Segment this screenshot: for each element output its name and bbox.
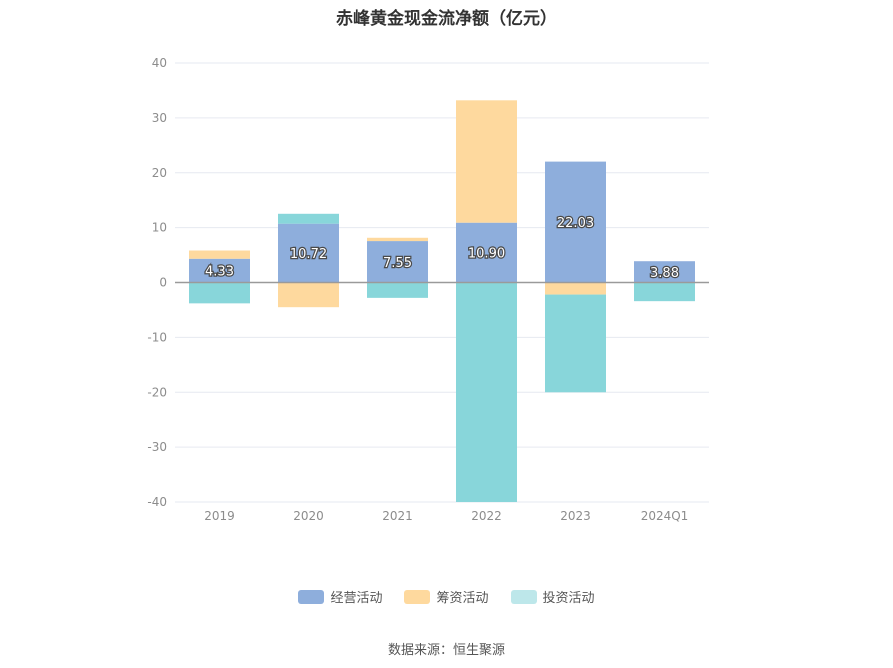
bar-investing bbox=[367, 282, 428, 298]
y-tick-label: 0 bbox=[159, 276, 167, 290]
bar-investing bbox=[545, 294, 606, 393]
bar-investing bbox=[634, 282, 695, 302]
legend: 经营活动 筹资活动 投资活动 bbox=[0, 587, 893, 606]
bar-operating bbox=[456, 222, 517, 283]
data-label: 3.88 bbox=[650, 266, 679, 281]
data-label: 10.72 bbox=[290, 247, 327, 262]
data-label: 7.55 bbox=[383, 256, 412, 271]
bar-operating bbox=[545, 161, 606, 283]
bar-investing bbox=[456, 282, 517, 502]
legend-label-financing: 筹资活动 bbox=[436, 591, 489, 606]
x-tick-label: 2024Q1 bbox=[641, 509, 689, 523]
x-tick-label: 2022 bbox=[471, 509, 502, 523]
y-tick-label: -10 bbox=[147, 330, 167, 344]
legend-swatch-investing bbox=[510, 589, 537, 604]
bar-investing bbox=[189, 282, 250, 304]
bar-operating bbox=[189, 258, 250, 283]
y-tick-label: 40 bbox=[152, 56, 167, 70]
y-tick-label: 10 bbox=[152, 221, 167, 235]
x-tick-label: 2019 bbox=[204, 509, 235, 523]
bar-operating bbox=[278, 223, 339, 283]
x-tick-label: 2021 bbox=[382, 509, 413, 523]
y-tick-label: -20 bbox=[147, 385, 167, 399]
bar-financing bbox=[189, 250, 250, 259]
data-label: 22.03 bbox=[557, 216, 594, 231]
bar-financing bbox=[278, 282, 339, 308]
bar-operating bbox=[367, 241, 428, 283]
legend-item-financing[interactable]: 筹资活动 bbox=[404, 587, 489, 606]
legend-label-investing: 投资活动 bbox=[542, 591, 595, 606]
data-label: 10.90 bbox=[468, 247, 505, 262]
legend-swatch-operating bbox=[298, 589, 325, 604]
legend-label-operating: 经营活动 bbox=[330, 591, 383, 606]
y-tick-label: 30 bbox=[152, 111, 167, 125]
data-label: 4.33 bbox=[205, 265, 234, 280]
bar-financing bbox=[367, 237, 428, 242]
x-tick-label: 2023 bbox=[560, 509, 591, 523]
legend-item-investing[interactable]: 投资活动 bbox=[510, 587, 595, 606]
y-tick-label: 20 bbox=[152, 166, 167, 180]
y-tick-label: -30 bbox=[147, 440, 167, 454]
bar-financing bbox=[456, 100, 517, 223]
bar-financing bbox=[545, 282, 606, 295]
y-tick-label: -40 bbox=[147, 495, 167, 509]
bar-operating bbox=[634, 261, 695, 283]
bar-investing bbox=[278, 213, 339, 224]
source-note: 数据来源：恒生聚源 bbox=[387, 643, 505, 658]
legend-item-operating[interactable]: 经营活动 bbox=[298, 587, 382, 606]
legend-swatch-financing bbox=[404, 589, 431, 604]
x-tick-label: 2020 bbox=[293, 509, 324, 523]
chart-title: 赤峰黄金现金流净额（亿元） bbox=[336, 9, 557, 29]
